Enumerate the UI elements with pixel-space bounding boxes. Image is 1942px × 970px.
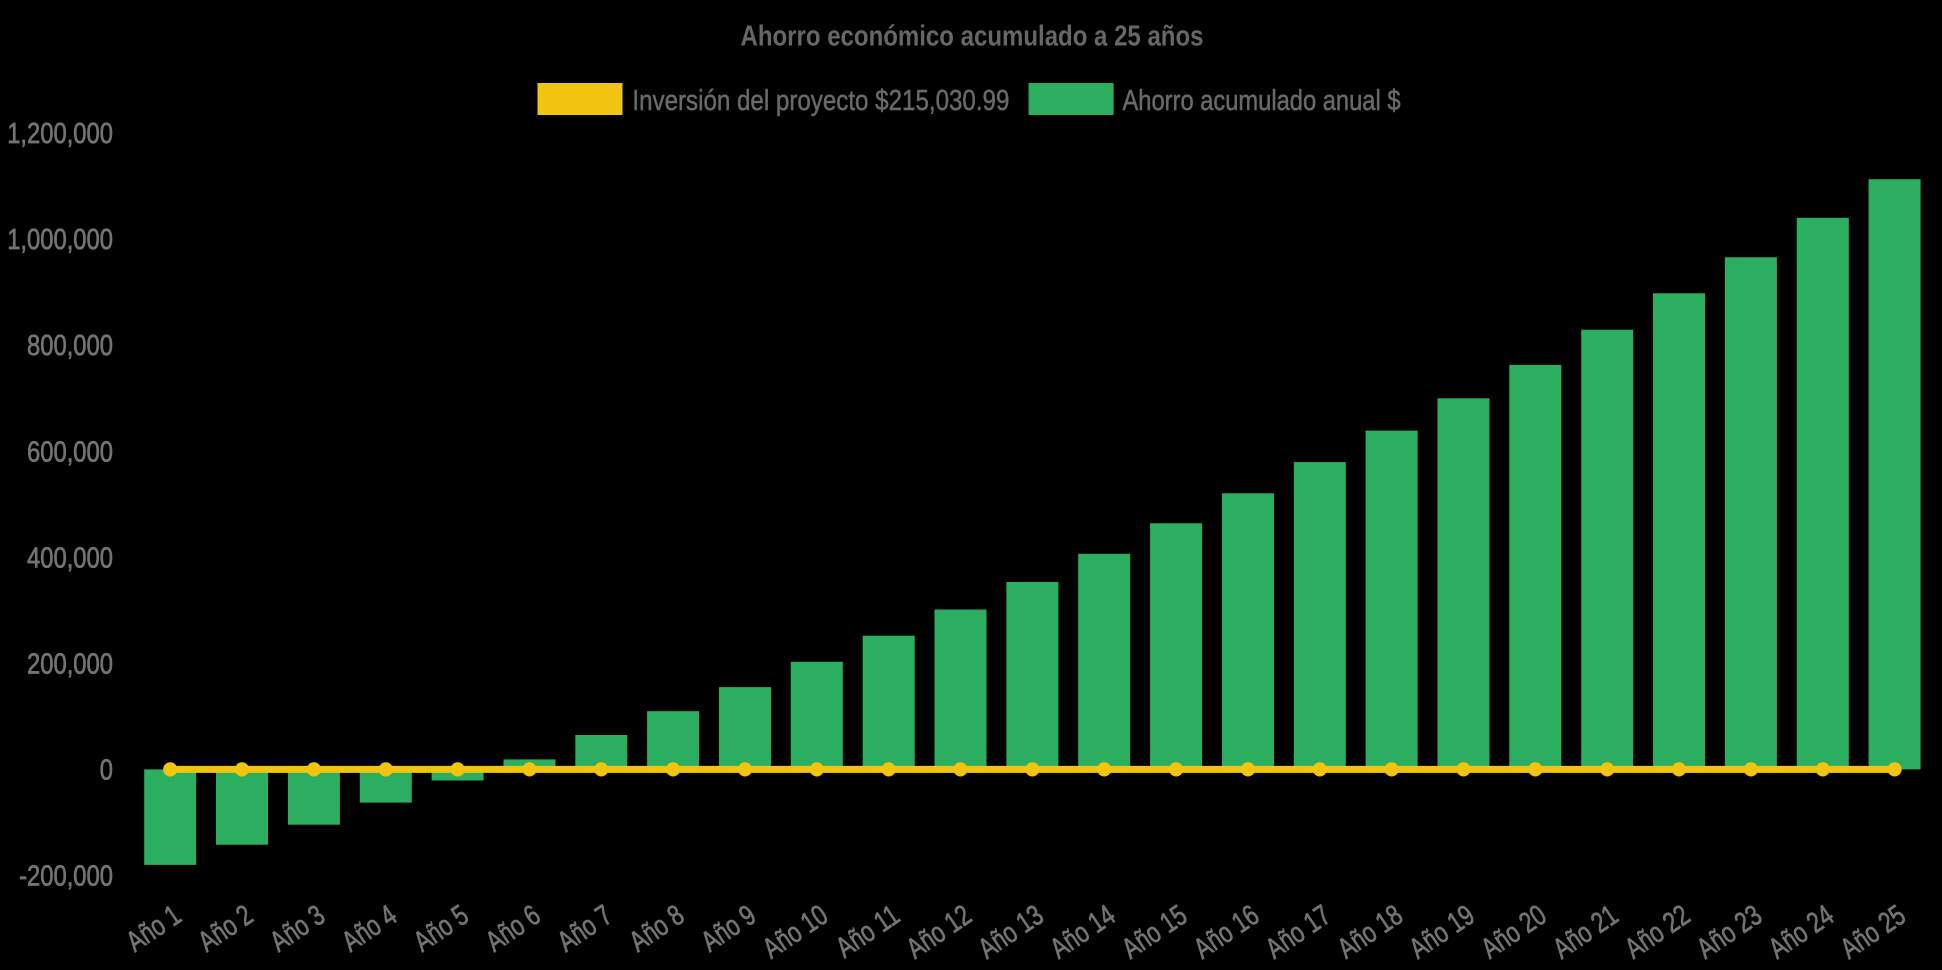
svg-text:-200,000: -200,000 <box>19 861 113 893</box>
svg-text:Ahorro acumulado anual $: Ahorro acumulado anual $ <box>1123 85 1401 117</box>
svg-text:Inversión del proyecto $215,03: Inversión del proyecto $215,030.99 <box>632 85 1009 117</box>
svg-text:0: 0 <box>100 755 113 787</box>
svg-text:400,000: 400,000 <box>27 542 113 574</box>
svg-text:Ahorro económico acumulado a 2: Ahorro económico acumulado a 25 años <box>741 21 1204 53</box>
svg-text:1,200,000: 1,200,000 <box>7 118 113 150</box>
svg-text:1,000,000: 1,000,000 <box>7 224 113 256</box>
svg-text:800,000: 800,000 <box>27 330 113 362</box>
svg-text:200,000: 200,000 <box>27 649 113 681</box>
svg-text:600,000: 600,000 <box>27 436 113 468</box>
